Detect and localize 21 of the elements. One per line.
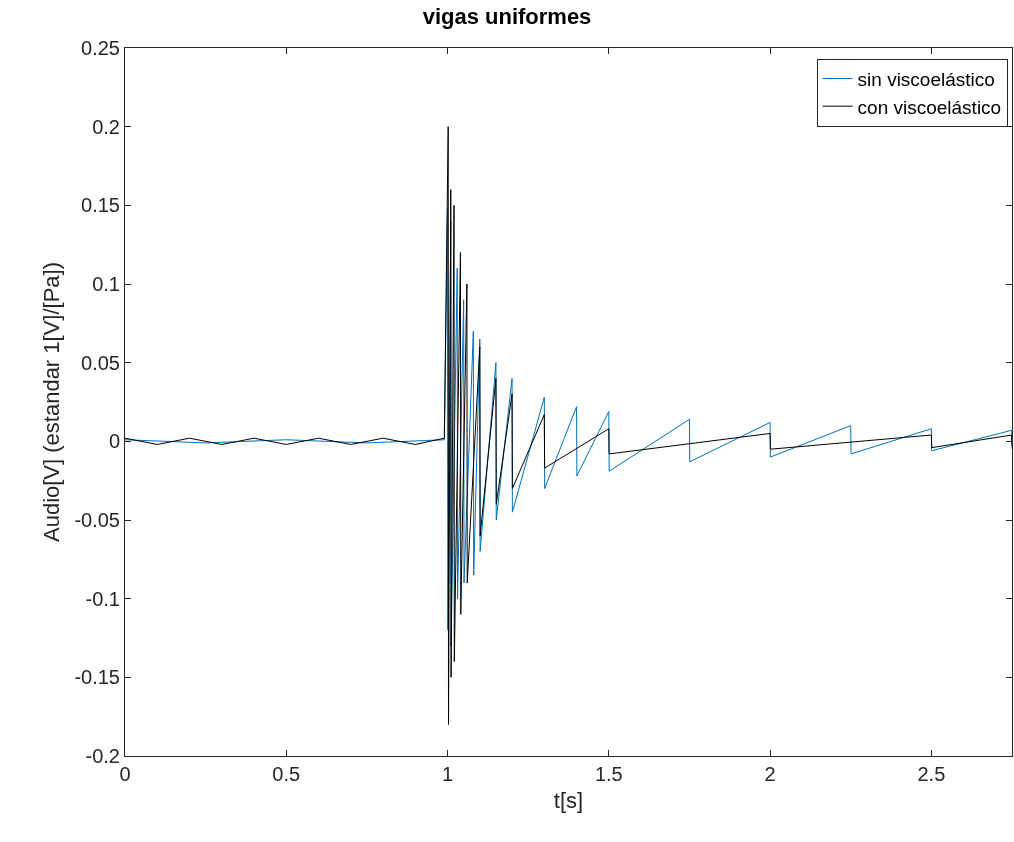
- x-tick-label: 0.5: [272, 763, 301, 785]
- y-tick-label: -0.1: [85, 587, 120, 610]
- y-tick-label: 0: [108, 430, 120, 453]
- y-tick-label: 0.25: [81, 37, 120, 59]
- y-axis-title: Audio[V] (estandar 1[V]/[Pa]): [39, 261, 65, 543]
- y-tick-label: 0.1: [92, 273, 120, 295]
- x-tick-label: 1.5: [594, 763, 623, 785]
- chart-title: vigas uniformes: [422, 3, 592, 29]
- y-tick-label: -0.05: [74, 509, 120, 531]
- x-tick-label: 1: [441, 763, 454, 785]
- y-tick-label: 0.2: [92, 115, 120, 138]
- y-tick-label: -0.2: [85, 745, 120, 767]
- legend-label: sin viscoelástico: [857, 68, 995, 90]
- y-tick-label: 0.15: [81, 194, 120, 217]
- x-tick-label: 2: [764, 763, 776, 785]
- x-axis-title: t[s]: [553, 787, 584, 813]
- x-tick-label: 2.5: [917, 763, 946, 785]
- legend-label: con viscoelástico: [857, 96, 1002, 118]
- y-tick-label: 0.05: [81, 351, 120, 374]
- line-series: [125, 126, 1012, 726]
- y-tick-label: -0.15: [74, 666, 120, 689]
